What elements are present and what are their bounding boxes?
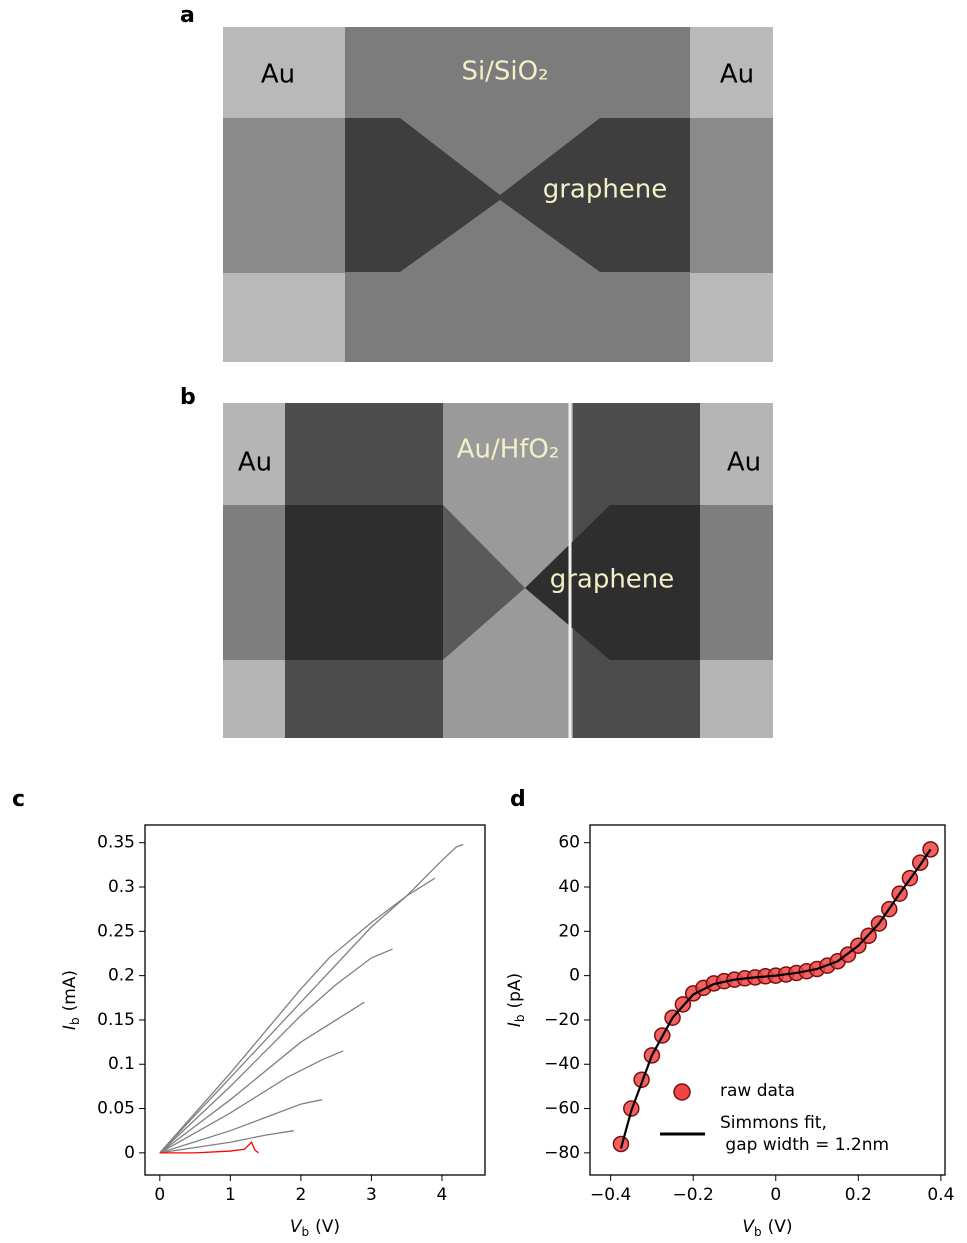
axis-label: Ib (pA) bbox=[505, 973, 527, 1027]
y-tick-label: 60 bbox=[558, 833, 580, 853]
legend-label: Simmons fit, gap width = 1.2nm bbox=[720, 1113, 890, 1155]
y-tick-label: 0.1 bbox=[108, 1054, 135, 1074]
sem-image-a bbox=[223, 27, 773, 362]
data-line bbox=[159, 1141, 259, 1154]
image-label: Au/HfO₂ bbox=[457, 435, 560, 465]
data-line bbox=[159, 877, 436, 1154]
data-line bbox=[159, 1050, 344, 1154]
axis-unit: (V) bbox=[315, 1217, 340, 1237]
x-tick-label: 0 bbox=[770, 1185, 781, 1205]
panel-label: a bbox=[180, 3, 195, 28]
y-tick-label: 0.2 bbox=[108, 966, 135, 986]
y-tick-label: −20 bbox=[544, 1010, 580, 1030]
legend-label: raw data bbox=[720, 1081, 796, 1101]
y-tick-label: 20 bbox=[558, 921, 580, 941]
panel-label: c bbox=[12, 787, 25, 812]
axis-subscript: b bbox=[513, 1015, 527, 1023]
axis-label: Vb (V) bbox=[290, 1217, 340, 1239]
axis-symbol: V bbox=[742, 1217, 755, 1237]
plot-area bbox=[612, 841, 939, 1153]
y-tick-label: 0.3 bbox=[108, 877, 135, 897]
axis-subscript: b bbox=[68, 1017, 82, 1025]
axis-label: Ib (mA) bbox=[60, 970, 82, 1030]
plot-area bbox=[159, 843, 464, 1154]
data-line bbox=[159, 843, 464, 1154]
y-tick-label: 0 bbox=[569, 966, 580, 986]
axis-unit: (pA) bbox=[505, 973, 525, 1009]
y-tick-label: 0.05 bbox=[97, 1099, 135, 1119]
data-line bbox=[159, 1001, 365, 1154]
y-tick-label: −40 bbox=[544, 1054, 580, 1074]
image-label: graphene bbox=[550, 565, 675, 595]
y-tick-label: 40 bbox=[558, 877, 580, 897]
y-tick-label: −80 bbox=[544, 1143, 580, 1163]
axis-unit: (mA) bbox=[60, 970, 80, 1011]
sem-image-b bbox=[223, 403, 773, 738]
axis-subscript: b bbox=[302, 1225, 310, 1239]
x-tick-label: −0.2 bbox=[673, 1185, 714, 1205]
image-label: Au bbox=[238, 448, 272, 478]
axis-label: Vb (V) bbox=[742, 1217, 792, 1239]
data-line bbox=[619, 848, 932, 1149]
y-tick-label: 0.25 bbox=[97, 921, 135, 941]
legend-entry: Simmons fit, gap width = 1.2nm bbox=[720, 1113, 890, 1155]
axis-symbol: I bbox=[505, 1022, 525, 1027]
x-tick-label: 1 bbox=[225, 1185, 236, 1205]
x-tick-label: 3 bbox=[366, 1185, 377, 1205]
x-tick-label: 0.2 bbox=[845, 1185, 872, 1205]
axis-unit: (V) bbox=[768, 1217, 793, 1237]
panel-label: d bbox=[510, 787, 526, 812]
y-tick-label: 0.15 bbox=[97, 1010, 135, 1030]
x-tick-label: 0.4 bbox=[927, 1185, 954, 1205]
x-tick-label: 0 bbox=[154, 1185, 165, 1205]
data-point bbox=[612, 1135, 630, 1153]
axis-symbol: I bbox=[60, 1025, 80, 1030]
data-line bbox=[159, 1130, 294, 1154]
x-tick-label: 2 bbox=[295, 1185, 306, 1205]
legend-entry: raw data bbox=[720, 1081, 796, 1101]
legend-marker bbox=[673, 1083, 691, 1101]
axis-symbol: V bbox=[290, 1217, 303, 1237]
y-tick-label: 0 bbox=[124, 1143, 135, 1163]
y-tick-label: −60 bbox=[544, 1099, 580, 1119]
data-line bbox=[159, 1099, 323, 1154]
plot-frame bbox=[144, 824, 486, 1176]
image-label: Au bbox=[720, 60, 754, 90]
x-tick-label: −0.4 bbox=[590, 1185, 631, 1205]
y-tick-label: 0.35 bbox=[97, 833, 135, 853]
axis-subscript: b bbox=[754, 1225, 762, 1239]
x-tick-label: 4 bbox=[437, 1185, 448, 1205]
image-label: Au bbox=[727, 448, 761, 478]
image-label: graphene bbox=[543, 175, 668, 205]
image-label: Au bbox=[261, 60, 295, 90]
plot-frame bbox=[589, 824, 946, 1176]
data-line bbox=[159, 948, 393, 1154]
panel-label: b bbox=[180, 385, 196, 410]
image-label: Si/SiO₂ bbox=[461, 57, 548, 87]
